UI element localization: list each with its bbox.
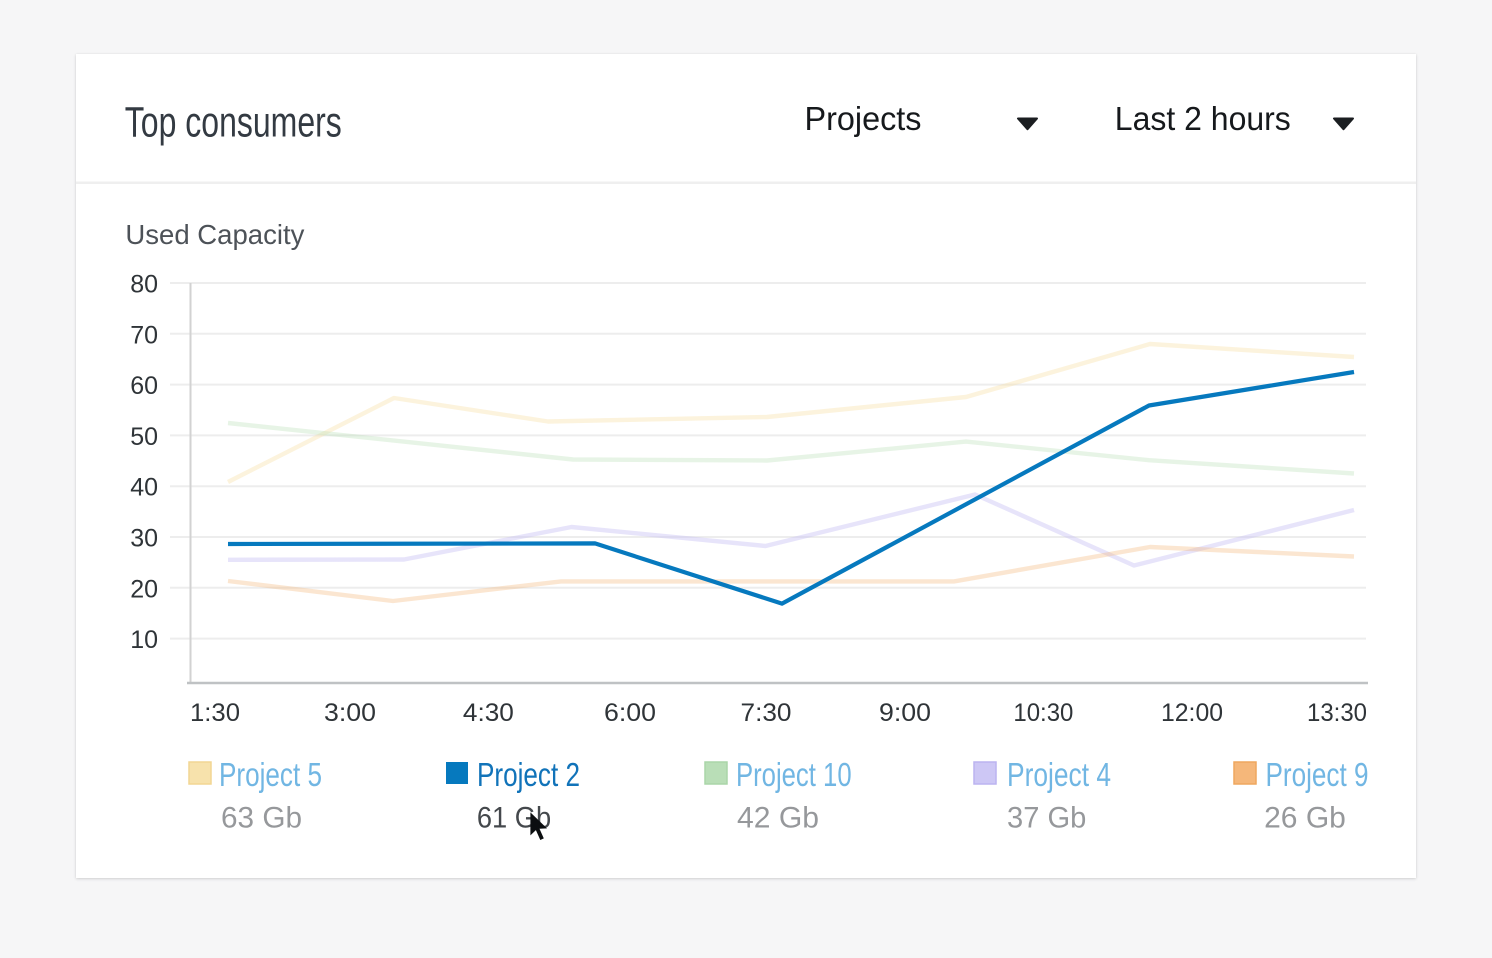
svg-text:Project 5: Project 5: [219, 756, 322, 793]
svg-text:42 Gb: 42 Gb: [737, 802, 819, 835]
svg-text:6:00: 6:00: [604, 699, 656, 727]
svg-text:9:00: 9:00: [879, 699, 931, 727]
svg-text:80: 80: [130, 271, 158, 299]
svg-text:60: 60: [130, 372, 158, 400]
svg-text:Last 2 hours: Last 2 hours: [1115, 100, 1291, 137]
svg-text:Project 10: Project 10: [736, 756, 852, 793]
svg-text:Top consumers: Top consumers: [125, 99, 342, 146]
svg-text:30: 30: [130, 525, 158, 553]
svg-text:37 Gb: 37 Gb: [1007, 802, 1086, 835]
svg-text:7:30: 7:30: [741, 699, 792, 727]
svg-text:10: 10: [130, 626, 158, 654]
svg-text:Project 4: Project 4: [1007, 756, 1111, 793]
svg-text:12:00: 12:00: [1161, 699, 1223, 727]
svg-text:13:30: 13:30: [1307, 699, 1367, 727]
svg-text:Projects: Projects: [805, 100, 922, 137]
svg-text:Used Capacity: Used Capacity: [125, 219, 304, 250]
svg-text:70: 70: [130, 321, 158, 349]
svg-text:61 Gb: 61 Gb: [477, 802, 551, 835]
svg-text:Project 9: Project 9: [1266, 756, 1369, 793]
svg-text:4:30: 4:30: [463, 699, 514, 727]
svg-text:63 Gb: 63 Gb: [221, 802, 302, 835]
svg-text:50: 50: [130, 423, 158, 451]
svg-text:Project 2: Project 2: [477, 756, 580, 793]
svg-text:40: 40: [130, 474, 158, 502]
svg-text:3:00: 3:00: [324, 699, 376, 727]
svg-text:10:30: 10:30: [1013, 699, 1073, 727]
svg-text:26 Gb: 26 Gb: [1264, 802, 1346, 835]
svg-text:1:30: 1:30: [190, 699, 240, 727]
svg-text:20: 20: [130, 575, 158, 603]
